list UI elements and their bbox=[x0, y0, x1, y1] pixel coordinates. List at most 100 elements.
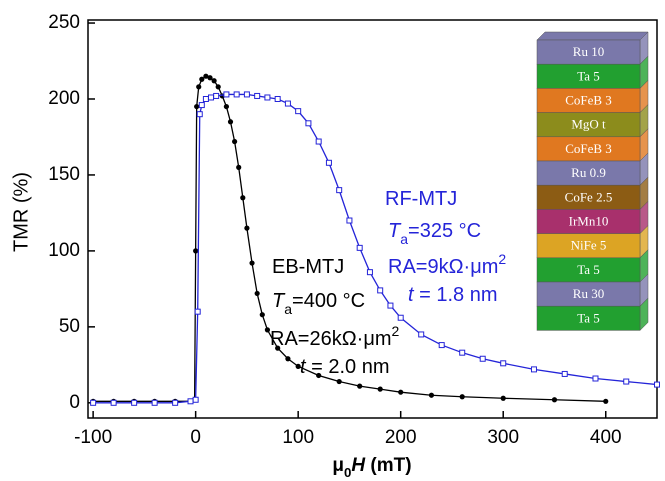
data-point bbox=[295, 363, 301, 369]
data-point bbox=[561, 370, 568, 377]
layer-label: IrMn10 bbox=[569, 213, 609, 228]
data-point bbox=[240, 195, 246, 201]
data-point bbox=[285, 356, 291, 362]
x-tick-label: 100 bbox=[282, 427, 314, 448]
layer-label: MgO t bbox=[571, 117, 606, 132]
layer-label: Ta 5 bbox=[577, 310, 600, 325]
data-point bbox=[377, 287, 384, 294]
data-point bbox=[264, 94, 271, 101]
text-part: = 2.0 nm bbox=[306, 356, 390, 378]
data-point bbox=[259, 312, 265, 318]
text-part: = 1.8 nm bbox=[414, 284, 498, 306]
text-part: RA=26kΩ·μm bbox=[270, 328, 392, 350]
data-point bbox=[316, 372, 322, 379]
data-point bbox=[274, 95, 281, 102]
x-tick-label: -100 bbox=[74, 427, 112, 448]
data-point bbox=[459, 394, 465, 400]
data-point bbox=[654, 381, 660, 388]
text-part: 2 bbox=[392, 323, 400, 339]
y-tick-label: 200 bbox=[48, 88, 80, 109]
data-point bbox=[438, 342, 445, 349]
text-part: a bbox=[400, 231, 408, 247]
data-point bbox=[325, 159, 332, 166]
layer-top bbox=[536, 31, 649, 41]
data-point bbox=[254, 290, 260, 297]
text-part: =325 °C bbox=[408, 220, 481, 242]
data-point bbox=[356, 244, 363, 251]
data-point bbox=[194, 103, 200, 110]
text-part: 2 bbox=[498, 251, 506, 267]
data-point bbox=[284, 100, 291, 107]
layer bbox=[536, 257, 641, 283]
data-point bbox=[207, 75, 213, 81]
data-point bbox=[459, 349, 466, 356]
y-axis-label: TMR (%) bbox=[10, 172, 32, 252]
layer bbox=[536, 39, 641, 65]
data-point bbox=[305, 120, 312, 127]
data-point bbox=[315, 138, 322, 145]
annotation: RA=26kΩ·μm2 bbox=[270, 323, 400, 351]
text-part: 0 bbox=[344, 465, 351, 480]
annotation: t = 2.0 nm bbox=[300, 356, 390, 378]
data-point bbox=[500, 395, 506, 401]
plot-frame bbox=[87, 19, 658, 419]
text-part: μ bbox=[332, 455, 344, 476]
text-part: =400 °C bbox=[292, 290, 365, 312]
layer-label: NiFe 5 bbox=[571, 238, 607, 253]
data-point bbox=[194, 308, 201, 315]
annotation: EB-MTJ bbox=[272, 256, 344, 278]
layer-label: Ta 5 bbox=[577, 262, 600, 277]
layer bbox=[536, 63, 641, 89]
data-point bbox=[530, 366, 537, 373]
data-point bbox=[623, 378, 630, 385]
layer bbox=[536, 136, 641, 162]
data-point bbox=[211, 78, 217, 84]
data-point bbox=[603, 398, 609, 404]
text-part: t bbox=[408, 284, 415, 306]
data-point bbox=[199, 76, 205, 82]
data-point bbox=[592, 375, 599, 382]
data-point bbox=[110, 399, 117, 406]
data-point bbox=[275, 345, 281, 351]
layer-label: Ru 0.9 bbox=[571, 165, 606, 180]
annotation: Ta=325 °C bbox=[388, 220, 481, 246]
data-point bbox=[232, 138, 238, 145]
data-point bbox=[223, 91, 230, 98]
data-point bbox=[428, 392, 435, 398]
text-part: T bbox=[272, 290, 286, 312]
data-point bbox=[244, 225, 250, 231]
data-point bbox=[208, 94, 215, 101]
layer-label: CoFeB 3 bbox=[565, 92, 612, 107]
data-point bbox=[397, 314, 404, 321]
data-point bbox=[366, 269, 373, 276]
data-point bbox=[346, 217, 353, 224]
data-point bbox=[193, 248, 199, 254]
data-point bbox=[196, 84, 202, 90]
data-point bbox=[151, 399, 158, 406]
text-part: a bbox=[284, 301, 292, 317]
text-part: RF-MTJ bbox=[385, 188, 457, 210]
text-part: T bbox=[388, 220, 402, 242]
x-tick-label: 200 bbox=[385, 427, 417, 448]
y-tick-label: 50 bbox=[59, 316, 80, 337]
data-point bbox=[249, 260, 255, 266]
x-tick-label: 400 bbox=[590, 427, 622, 448]
data-point bbox=[295, 108, 302, 115]
data-point bbox=[192, 396, 199, 403]
data-point bbox=[233, 91, 240, 98]
data-point bbox=[215, 84, 221, 90]
text-part: RA=9kΩ·μm bbox=[388, 256, 498, 278]
data-point bbox=[223, 103, 230, 110]
data-point bbox=[202, 95, 209, 102]
data-point bbox=[551, 397, 558, 403]
x-tick-label: 0 bbox=[190, 427, 201, 448]
data-point bbox=[187, 398, 194, 405]
data-point bbox=[131, 399, 138, 406]
data-point bbox=[264, 327, 271, 333]
layer-label: Ru 10 bbox=[573, 44, 604, 59]
series-line bbox=[93, 75, 606, 402]
text-part: EB-MTJ bbox=[272, 256, 344, 278]
data-point bbox=[387, 302, 394, 309]
data-point bbox=[377, 386, 383, 392]
